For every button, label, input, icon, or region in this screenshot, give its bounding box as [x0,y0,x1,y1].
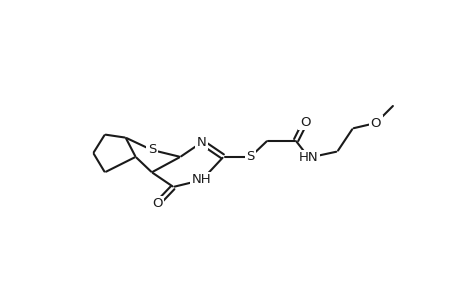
Text: NH: NH [192,173,211,187]
Text: O: O [299,116,310,129]
Text: S: S [246,150,254,164]
Text: S: S [147,143,156,157]
Text: N: N [196,136,206,149]
Text: HN: HN [298,151,318,164]
Text: O: O [370,116,381,130]
Text: O: O [151,197,162,210]
